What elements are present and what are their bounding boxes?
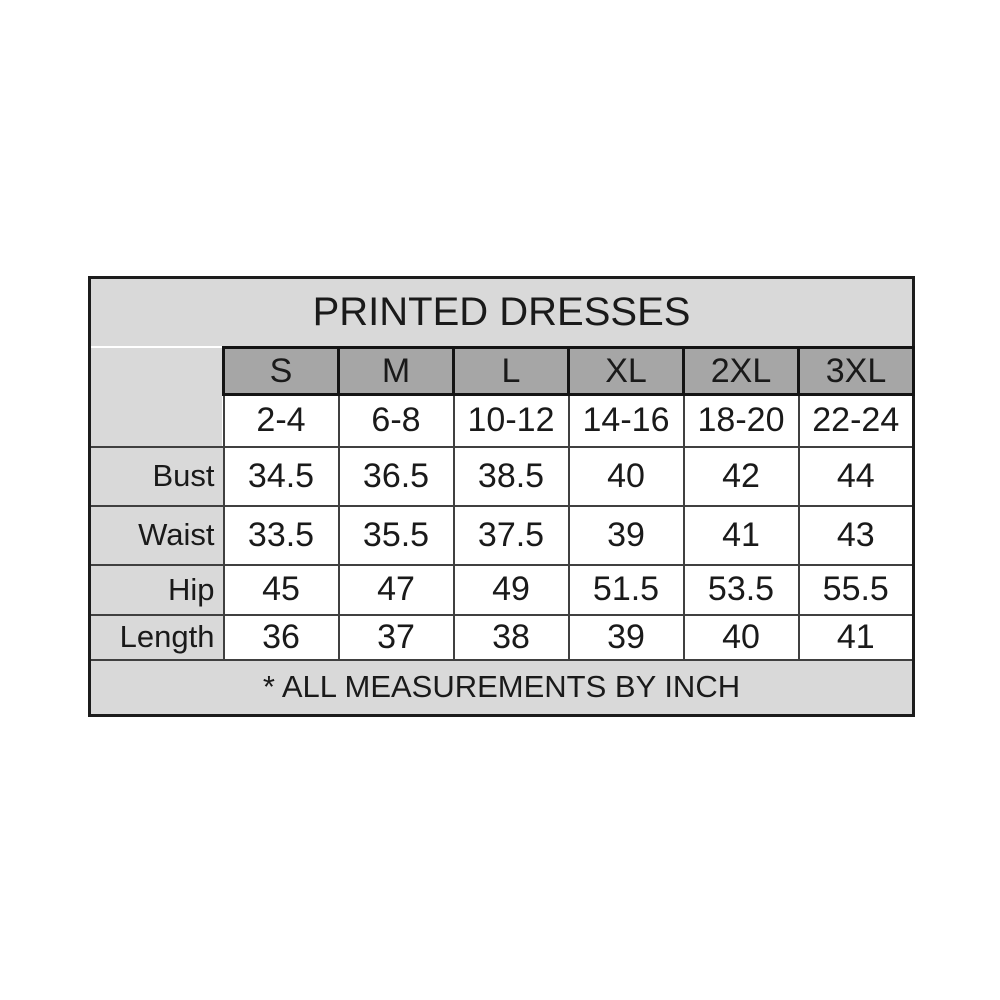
bust-value-l: 38.5 — [452, 445, 570, 507]
length-value-l: 38 — [452, 613, 570, 661]
hip-value-m: 47 — [337, 563, 455, 616]
size-range-xl: 14-16 — [567, 393, 685, 448]
size-range-row: 2-4 6-8 10-12 14-16 18-20 22-24 — [90, 393, 915, 448]
size-header-2xl: 2XL — [682, 346, 800, 396]
measurement-note: * ALL MEASUREMENTS BY INCH — [89, 658, 914, 716]
size-header-l: L — [452, 346, 570, 396]
hip-value-l: 49 — [452, 563, 570, 616]
size-range-s: 2-4 — [222, 393, 340, 448]
length-value-m: 37 — [337, 613, 455, 661]
bust-value-s: 34.5 — [222, 445, 340, 507]
waist-value-m: 35.5 — [337, 504, 455, 566]
corner-cell — [89, 347, 224, 448]
size-chart-container: PRINTED DRESSES S M L XL 2XL 3XL 2-4 6-8… — [88, 276, 916, 717]
row-label-hip: Hip — [88, 563, 225, 616]
row-label-waist: Waist — [88, 504, 225, 566]
size-range-l: 10-12 — [452, 393, 570, 448]
length-value-xl: 39 — [567, 613, 685, 661]
bust-value-m: 36.5 — [337, 445, 455, 507]
table-row-waist: Waist 33.5 35.5 37.5 39 41 43 — [88, 504, 915, 566]
chart-title: PRINTED DRESSES — [89, 277, 914, 348]
hip-value-3xl: 55.5 — [797, 563, 915, 616]
row-label-bust: Bust — [88, 445, 225, 507]
waist-value-2xl: 41 — [682, 504, 800, 566]
title-row: PRINTED DRESSES — [89, 277, 914, 348]
table-row-bust: Bust 34.5 36.5 38.5 40 42 44 — [88, 445, 915, 507]
size-range-2xl: 18-20 — [682, 393, 800, 448]
size-header-row: S M L XL 2XL 3XL — [89, 346, 916, 448]
size-header-s: S — [222, 346, 340, 396]
bust-value-2xl: 42 — [682, 445, 800, 507]
bust-value-xl: 40 — [567, 445, 685, 507]
hip-value-s: 45 — [222, 563, 340, 616]
length-value-s: 36 — [222, 613, 340, 661]
size-chart-table: PRINTED DRESSES S M L XL 2XL 3XL 2-4 6-8… — [88, 276, 916, 717]
size-header-3xl: 3XL — [796, 346, 916, 396]
length-value-3xl: 41 — [797, 613, 915, 661]
waist-value-l: 37.5 — [452, 504, 570, 566]
waist-value-xl: 39 — [567, 504, 685, 566]
size-header-m: M — [337, 346, 455, 396]
table-row-length: Length 36 37 38 39 40 41 — [88, 613, 915, 661]
table-row-hip: Hip 45 47 49 51.5 53.5 55.5 — [88, 563, 915, 616]
hip-value-2xl: 53.5 — [682, 563, 800, 616]
size-range-3xl: 22-24 — [797, 393, 915, 448]
row-label-length: Length — [88, 613, 225, 661]
bust-value-3xl: 44 — [797, 445, 915, 507]
size-range-m: 6-8 — [337, 393, 455, 448]
length-value-2xl: 40 — [682, 613, 800, 661]
size-header-xl: XL — [567, 346, 685, 396]
waist-value-3xl: 43 — [797, 504, 915, 566]
footer-row: * ALL MEASUREMENTS BY INCH — [89, 658, 914, 716]
waist-value-s: 33.5 — [222, 504, 340, 566]
hip-value-xl: 51.5 — [567, 563, 685, 616]
